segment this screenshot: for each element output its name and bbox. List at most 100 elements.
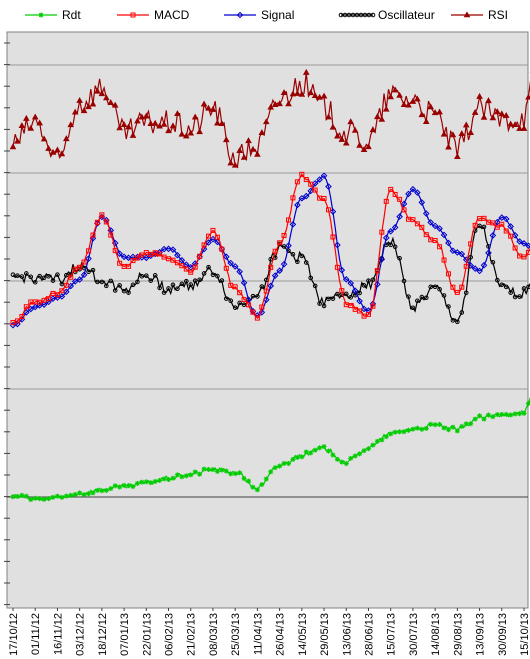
data-point — [241, 475, 247, 481]
data-point — [441, 257, 447, 263]
data-point — [111, 101, 119, 108]
data-point — [121, 482, 127, 488]
data-point — [436, 108, 443, 115]
data-point — [428, 284, 433, 290]
data-point — [240, 279, 248, 287]
data-point — [445, 427, 451, 433]
data-point — [503, 228, 509, 234]
data-point — [58, 293, 66, 300]
data-point — [18, 122, 26, 129]
data-point — [326, 296, 331, 302]
data-point — [379, 229, 385, 235]
data-point — [86, 491, 92, 497]
data-point — [463, 263, 469, 269]
data-point — [183, 473, 189, 479]
data-point — [440, 231, 448, 239]
x-tick-label: 06/02/13 — [164, 613, 176, 656]
data-point — [81, 492, 87, 498]
legend-label: MACD — [154, 8, 190, 22]
data-point — [241, 302, 247, 308]
x-tick-label: 17/10/12 — [8, 613, 20, 656]
data-point — [321, 444, 327, 450]
data-point — [45, 144, 52, 151]
data-point — [307, 187, 315, 195]
data-point — [347, 118, 355, 125]
data-point — [98, 90, 106, 97]
series-rdt — [10, 396, 530, 503]
data-point — [104, 283, 109, 289]
data-point — [303, 177, 309, 183]
data-point — [382, 105, 390, 112]
data-point — [365, 307, 372, 314]
data-point — [481, 224, 487, 230]
x-tick-label: 03/12/12 — [75, 613, 87, 656]
data-point — [502, 215, 510, 223]
data-point — [169, 246, 177, 253]
data-point — [263, 288, 269, 294]
data-point — [360, 305, 368, 313]
data-point — [312, 283, 318, 289]
data-point — [397, 196, 403, 202]
data-point — [24, 271, 29, 276]
data-point — [271, 272, 279, 279]
data-point — [387, 228, 395, 235]
data-point — [130, 12, 136, 18]
data-point — [268, 264, 274, 270]
data-point — [134, 117, 141, 124]
data-point — [458, 250, 466, 258]
data-point — [485, 97, 492, 104]
data-point — [192, 469, 198, 475]
data-point — [241, 297, 247, 303]
data-point — [397, 429, 403, 435]
legend-item-rdt: Rdt — [25, 8, 81, 22]
data-point — [76, 97, 83, 103]
data-point — [294, 454, 300, 460]
data-point — [254, 315, 260, 321]
data-point — [19, 274, 25, 279]
data-point — [250, 309, 256, 315]
x-tick-label: 26/04/13 — [275, 613, 287, 656]
data-point — [392, 191, 398, 197]
data-point — [472, 416, 478, 422]
data-point — [423, 295, 429, 301]
data-point — [325, 183, 332, 190]
legend-item-oscillateur: Oscillateur — [338, 8, 435, 22]
data-point — [485, 412, 491, 418]
data-point — [329, 208, 337, 215]
data-point — [432, 238, 438, 244]
data-point — [512, 245, 518, 251]
data-point — [388, 242, 393, 248]
data-point — [361, 448, 367, 454]
data-point — [255, 294, 260, 299]
data-point — [334, 132, 341, 139]
data-point — [450, 284, 456, 290]
data-point — [472, 222, 478, 228]
data-point — [210, 272, 216, 278]
data-point — [188, 472, 194, 478]
data-point — [280, 260, 288, 268]
data-point — [316, 176, 323, 183]
data-point — [357, 308, 363, 314]
data-point — [445, 143, 452, 150]
data-point — [489, 232, 497, 239]
data-point — [219, 246, 225, 252]
data-point — [71, 278, 79, 285]
data-point — [481, 215, 487, 221]
data-point — [157, 285, 162, 291]
data-point — [503, 284, 509, 290]
data-point — [508, 412, 514, 418]
data-point — [467, 129, 474, 135]
data-point — [339, 459, 345, 465]
data-point — [161, 290, 167, 295]
data-point — [28, 497, 34, 503]
legend-item-signal: Signal — [224, 8, 294, 22]
data-point — [192, 278, 198, 283]
data-point — [303, 260, 309, 265]
data-point — [454, 428, 460, 434]
data-point — [468, 241, 474, 247]
data-point — [320, 172, 328, 180]
data-point — [401, 429, 407, 435]
data-point — [165, 245, 172, 253]
data-point — [191, 113, 199, 120]
